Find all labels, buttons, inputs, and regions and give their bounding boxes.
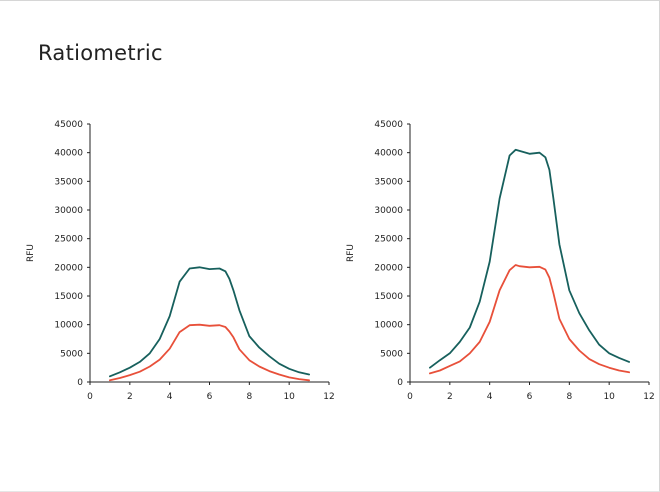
y-tick-label: 35000: [54, 177, 83, 187]
x-tick-label: 6: [207, 392, 213, 402]
y-tick-label: 30000: [54, 206, 83, 216]
y-tick-label: 25000: [54, 235, 83, 245]
y-tick-label: 15000: [54, 292, 83, 302]
y-tick-label: 10000: [374, 321, 403, 331]
chart-right: 0 5000 10000 15000 20000 25000 30000 35000 40000…: [340, 113, 660, 413]
y-tick-label: 45000: [374, 120, 403, 130]
y-axis-label: RFU: [346, 244, 356, 262]
x-tick-label: 8: [566, 392, 572, 402]
y-axis-label: RFU: [26, 244, 36, 262]
y-tick-label: 25000: [374, 235, 403, 245]
x-tick-label: 12: [323, 392, 334, 402]
y-tick-label: 35000: [374, 177, 403, 187]
y-tick-label: 10000: [54, 321, 83, 331]
x-tick-label: 10: [603, 392, 615, 402]
chart-right-svg: 0 5000 10000 15000 20000 25000 30000 35000 40000…: [340, 113, 660, 413]
x-tick-label: 4: [167, 392, 173, 402]
x-tick-label: 2: [447, 392, 453, 402]
x-tick-label: 0: [87, 392, 93, 402]
chart-left-svg: 0 5000 10000 15000 20000 25000 30000 35000 40000…: [20, 113, 340, 413]
y-tick-label: 40000: [374, 149, 403, 159]
y-tick-label: 5000: [380, 349, 403, 359]
series-line-0: [430, 150, 629, 368]
y-tick-label: 40000: [54, 149, 83, 159]
x-tick-label: 10: [283, 392, 295, 402]
y-tick-label: 20000: [374, 263, 403, 273]
series-line-1: [110, 325, 309, 381]
series-line-1: [430, 265, 629, 373]
slide-title: Ratiometric: [38, 41, 163, 65]
x-tick-label: 8: [246, 392, 252, 402]
y-tick-label: 0: [77, 378, 83, 388]
y-tick-label: 45000: [54, 120, 83, 130]
y-tick-label: 5000: [60, 349, 83, 359]
x-tick-label: 0: [407, 392, 413, 402]
y-tick-label: 20000: [54, 263, 83, 273]
x-tick-label: 4: [487, 392, 493, 402]
y-tick-label: 0: [397, 378, 403, 388]
x-tick-label: 12: [643, 392, 654, 402]
chart-left: 0 5000 10000 15000 20000 25000 30000 35000 40000…: [20, 113, 340, 413]
series-line-0: [110, 267, 309, 376]
y-tick-label: 15000: [374, 292, 403, 302]
y-tick-label: 30000: [374, 206, 403, 216]
x-tick-label: 2: [127, 392, 133, 402]
x-tick-label: 6: [527, 392, 533, 402]
